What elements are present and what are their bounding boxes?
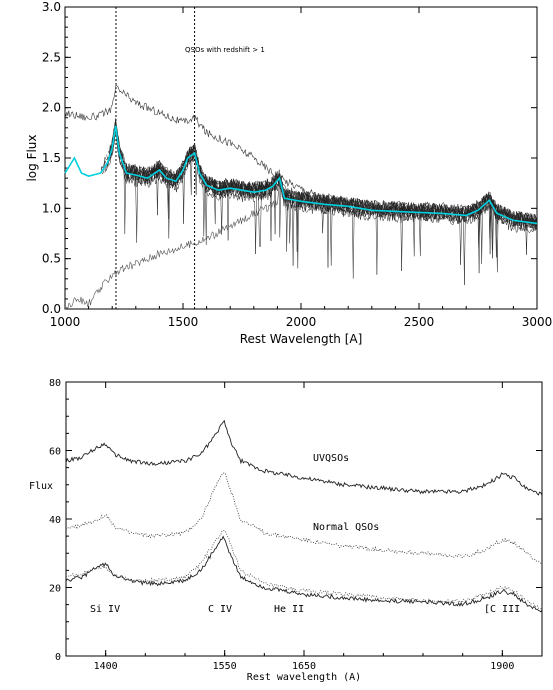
bottom-chart: 1400 1550 1650 1900 0 20 40 60 80 UVQSOs Normal … — [29, 378, 543, 683]
bottom-ylabel: Flux — [29, 481, 53, 492]
bottom-xtick-label: 1550 — [213, 661, 237, 672]
top-ytick-label: 1.5 — [42, 151, 61, 165]
bottom-ytick-label: 80 — [49, 378, 61, 389]
bottom-ytick-label: 40 — [49, 515, 61, 526]
bottom-xlabel: Rest wavelength (A) — [247, 672, 361, 683]
bottom-spectrum-series — [65, 529, 543, 611]
bottom-series-group — [65, 419, 543, 613]
top-chart: 1000 1500 2000 2500 3000 0.0 0.5 1.0 1.5 2.0 2.5 3.… — [25, 0, 552, 346]
top-xlabel: Rest Wavelength [A] — [240, 332, 363, 346]
top-xtick-label: 1500 — [168, 315, 199, 329]
top-ytick-label: 0.0 — [42, 302, 61, 316]
top-axis-ticks: 1000 1500 2000 2500 3000 0.0 0.5 1.0 1.5 2.0 2.5 3.… — [42, 0, 552, 329]
bottom-ytick-label: 0 — [55, 652, 61, 663]
top-outlier-spectrum — [64, 83, 373, 210]
bottom-spectrum-series — [65, 419, 543, 496]
top-ytick-label: 2.5 — [42, 50, 61, 64]
top-plot-frame — [64, 6, 538, 310]
top-spectrum-trace — [104, 128, 537, 286]
bottom-line-label-heii: He II — [274, 604, 304, 615]
top-ytick-label: 3.0 — [42, 0, 61, 14]
top-ytick-label: 1.0 — [42, 201, 61, 215]
bottom-spectrum-series — [65, 472, 543, 566]
bottom-ytick-label: 60 — [49, 447, 61, 458]
bottom-line-label-siiv: Si IV — [90, 604, 120, 615]
top-spectrum-trace — [113, 118, 537, 272]
bottom-line-label-civ: C IV — [208, 604, 232, 615]
top-xtick-label: 2500 — [404, 315, 435, 329]
top-xtick-label: 3000 — [522, 315, 553, 329]
top-series-group — [64, 7, 538, 310]
top-annotation: QSOs with redshift > 1 — [185, 46, 265, 54]
bottom-line-label-ciii: [C III — [484, 604, 520, 615]
top-spectrum-trace — [100, 120, 537, 275]
top-outlier-spectrum — [64, 179, 302, 310]
bottom-spectrum-series — [65, 535, 543, 613]
top-ytick-label: 0.5 — [42, 252, 61, 266]
bottom-axis-ticks: 1400 1550 1650 1900 0 20 40 60 80 — [49, 378, 543, 672]
top-ytick-label: 2.0 — [42, 101, 61, 115]
top-xtick-label: 1000 — [50, 315, 81, 329]
top-spectrum-trace — [108, 128, 538, 259]
top-spectrum-trace — [106, 127, 537, 249]
top-ylabel: log Flux — [25, 134, 39, 181]
bottom-ytick-label: 20 — [49, 584, 61, 595]
top-spectrum-trace — [108, 121, 538, 258]
bottom-xtick-label: 1650 — [292, 661, 316, 672]
bottom-xtick-label: 1900 — [490, 661, 514, 672]
bottom-xtick-label: 1400 — [94, 661, 118, 672]
bottom-series-label-uvqsos: UVQSOs — [313, 453, 349, 464]
top-xtick-label: 2000 — [286, 315, 317, 329]
top-composite-spectrum — [64, 125, 538, 225]
bottom-series-label-normal: Normal QSOs — [313, 522, 379, 533]
